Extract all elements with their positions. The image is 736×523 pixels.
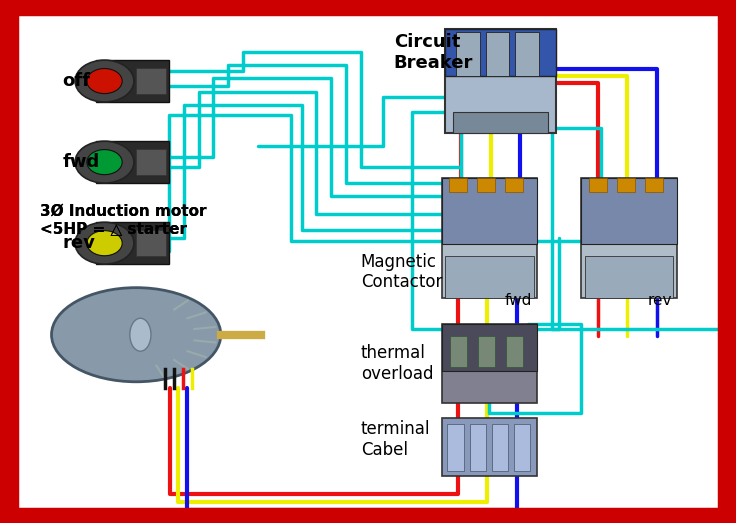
FancyBboxPatch shape	[442, 324, 537, 403]
FancyBboxPatch shape	[617, 178, 635, 192]
FancyBboxPatch shape	[581, 178, 677, 244]
FancyBboxPatch shape	[477, 178, 495, 192]
Circle shape	[87, 231, 122, 256]
FancyBboxPatch shape	[585, 256, 673, 298]
FancyBboxPatch shape	[442, 178, 537, 298]
Ellipse shape	[52, 288, 221, 382]
Circle shape	[87, 69, 122, 94]
Text: 3Ø Induction motor
<5HP = △ starter: 3Ø Induction motor <5HP = △ starter	[40, 203, 207, 236]
FancyBboxPatch shape	[450, 336, 467, 367]
FancyBboxPatch shape	[136, 68, 166, 94]
Text: thermal
overload: thermal overload	[361, 344, 434, 383]
FancyBboxPatch shape	[96, 60, 169, 102]
FancyBboxPatch shape	[515, 32, 539, 76]
Circle shape	[87, 150, 122, 175]
FancyBboxPatch shape	[136, 230, 166, 256]
FancyBboxPatch shape	[456, 32, 480, 76]
FancyBboxPatch shape	[470, 424, 486, 471]
Text: 3Ø Induction motor
<5HP = △ starter: 3Ø Induction motor <5HP = △ starter	[40, 203, 207, 236]
FancyBboxPatch shape	[447, 424, 464, 471]
FancyBboxPatch shape	[445, 256, 534, 298]
FancyBboxPatch shape	[96, 141, 169, 183]
Text: fwd: fwd	[504, 293, 531, 308]
Ellipse shape	[130, 318, 151, 351]
Text: terminal
Cabel: terminal Cabel	[361, 420, 430, 459]
FancyBboxPatch shape	[492, 424, 508, 471]
FancyBboxPatch shape	[445, 29, 556, 133]
FancyBboxPatch shape	[505, 178, 523, 192]
FancyBboxPatch shape	[442, 324, 537, 371]
Text: Magnetic
Contactor: Magnetic Contactor	[361, 253, 442, 291]
FancyBboxPatch shape	[581, 178, 677, 298]
FancyBboxPatch shape	[645, 178, 663, 192]
FancyBboxPatch shape	[478, 336, 495, 367]
FancyBboxPatch shape	[449, 178, 467, 192]
FancyBboxPatch shape	[96, 222, 169, 264]
FancyBboxPatch shape	[486, 32, 509, 76]
FancyBboxPatch shape	[506, 336, 523, 367]
FancyBboxPatch shape	[589, 178, 607, 192]
Circle shape	[75, 222, 134, 264]
Text: Circuit
Breaker: Circuit Breaker	[394, 33, 473, 72]
FancyBboxPatch shape	[445, 29, 556, 76]
FancyBboxPatch shape	[442, 178, 537, 244]
Circle shape	[75, 60, 134, 102]
Text: fwd: fwd	[63, 153, 100, 171]
FancyBboxPatch shape	[453, 112, 548, 133]
FancyBboxPatch shape	[442, 418, 537, 476]
Text: rev: rev	[63, 234, 96, 252]
Circle shape	[75, 141, 134, 183]
Text: rev: rev	[648, 293, 672, 308]
Text: off: off	[63, 72, 91, 90]
FancyBboxPatch shape	[514, 424, 530, 471]
FancyBboxPatch shape	[136, 149, 166, 175]
